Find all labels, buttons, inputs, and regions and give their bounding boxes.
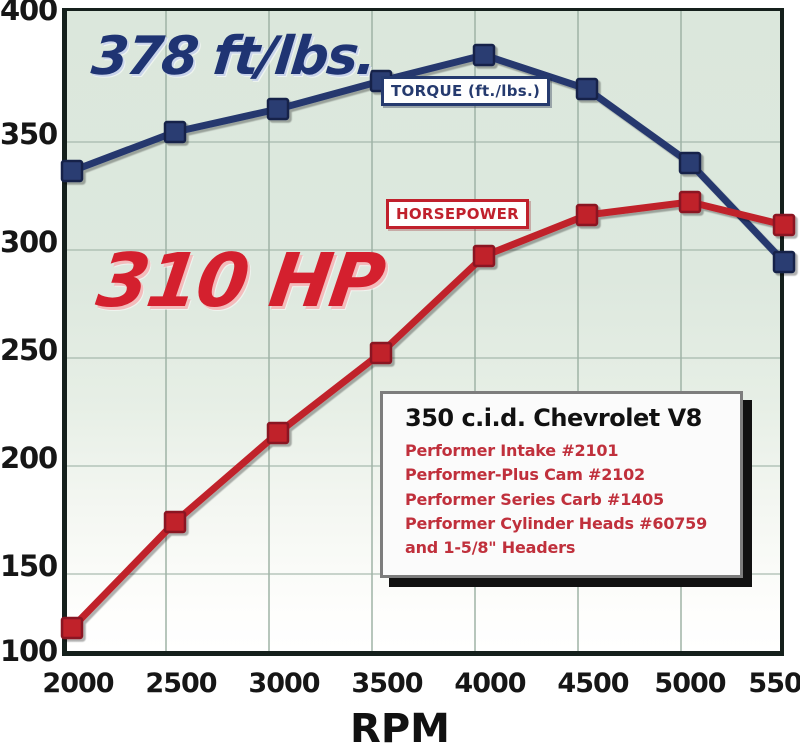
torque-markers <box>60 43 796 274</box>
x-axis-title: RPM <box>350 706 450 752</box>
spec-line: Performer Intake #2101 <box>405 441 619 460</box>
spec-line: Performer Cylinder Heads #60759 <box>405 513 708 533</box>
gridline-vertical <box>577 11 579 651</box>
torque-line <box>68 51 788 266</box>
gridline-vertical <box>268 11 270 651</box>
x-tick-label: 4500 <box>557 668 629 699</box>
gridline-vertical <box>680 11 682 651</box>
horsepower-series <box>60 190 796 640</box>
spec-box-title: 350 c.i.d. Chevrolet V8 <box>405 404 702 432</box>
gridline-vertical <box>474 11 476 651</box>
gridline-vertical <box>165 11 167 651</box>
x-tick-label: 5000 <box>654 668 726 699</box>
torque-peak-callout: 378 ft/lbs. <box>88 26 378 87</box>
x-tick-label: 5500 <box>748 668 800 699</box>
hp-peak-callout: 310 HP <box>91 238 389 324</box>
horsepower-series-label: HORSEPOWER <box>386 199 529 229</box>
torque-series-label: TORQUE (ft./lbs.) <box>381 76 551 106</box>
spec-line: Performer Series Carb #1405 <box>405 489 664 509</box>
spec-line: Performer-Plus Cam #2102 <box>405 465 645 485</box>
horsepower-markers <box>60 190 796 640</box>
torque-series <box>60 43 796 274</box>
grid-layer <box>67 11 784 651</box>
gridline-horizontal <box>67 249 784 251</box>
x-tick-label: 2000 <box>42 668 114 699</box>
x-tick-label: 3000 <box>248 668 320 699</box>
x-tick-label: 3500 <box>351 668 423 699</box>
spec-box: 350 c.i.d. Chevrolet V8 Performer Intake… <box>380 391 743 578</box>
x-tick-label: 4000 <box>454 668 526 699</box>
curves-layer <box>60 43 796 640</box>
x-tick-label: 2500 <box>145 668 217 699</box>
spec-line: and 1-5/8" Headers <box>405 538 576 558</box>
gridline-horizontal <box>67 357 784 359</box>
gridline-vertical <box>371 11 373 651</box>
plot-right-edge <box>780 11 784 651</box>
horsepower-line <box>68 198 788 632</box>
gridline-horizontal <box>67 141 784 143</box>
